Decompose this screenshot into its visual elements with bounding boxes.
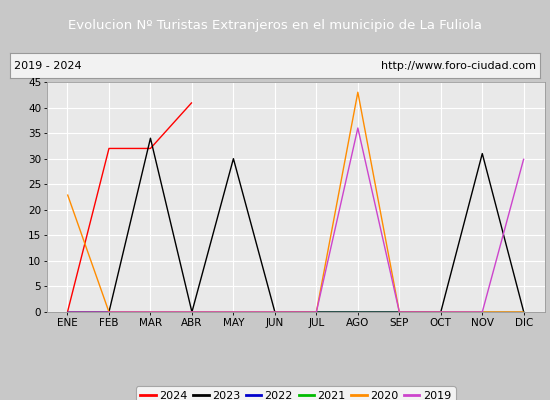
- Text: http://www.foro-ciudad.com: http://www.foro-ciudad.com: [381, 61, 536, 70]
- Text: 2019 - 2024: 2019 - 2024: [14, 61, 82, 70]
- Legend: 2024, 2023, 2022, 2021, 2020, 2019: 2024, 2023, 2022, 2021, 2020, 2019: [136, 386, 455, 400]
- Text: Evolucion Nº Turistas Extranjeros en el municipio de La Fuliola: Evolucion Nº Turistas Extranjeros en el …: [68, 20, 482, 32]
